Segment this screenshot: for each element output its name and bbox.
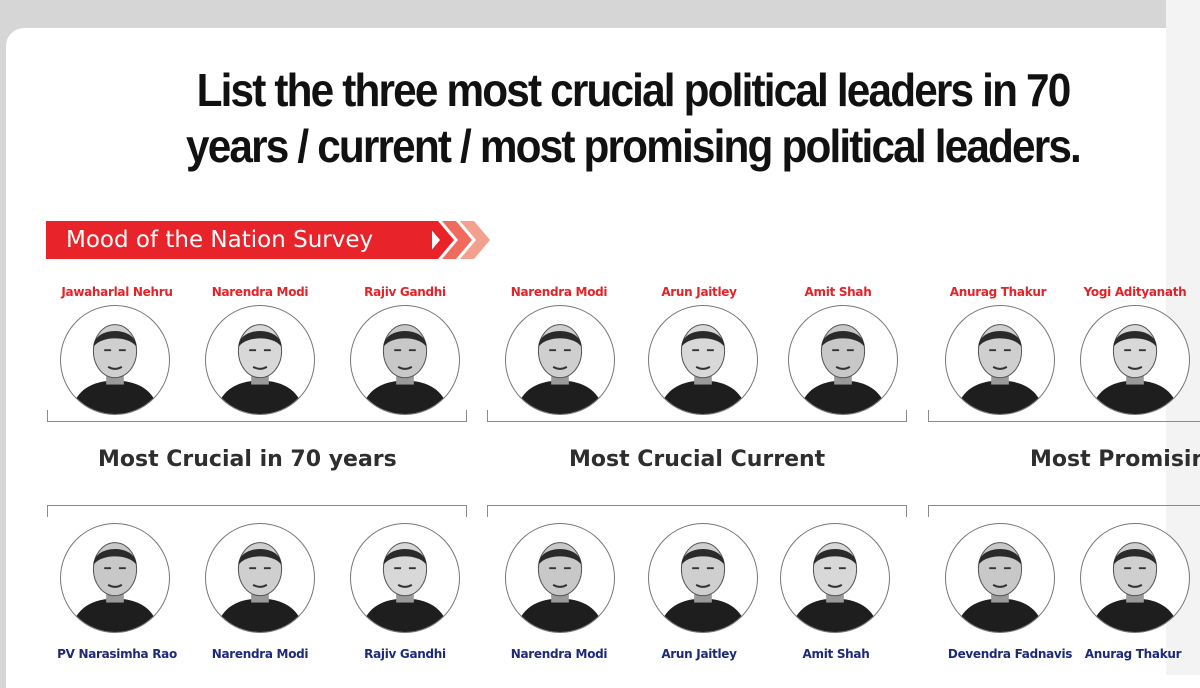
top-name-6: Amit Shah [804, 285, 872, 299]
portrait-top-4 [505, 305, 615, 415]
person-silhouette-icon [215, 324, 305, 414]
survey-banner: Mood of the Nation Survey [46, 221, 432, 259]
person-silhouette-icon [658, 324, 748, 414]
portrait-bottom-3 [350, 523, 460, 633]
person-silhouette-icon [215, 542, 305, 632]
category-label-2: Most Crucial Current [569, 447, 826, 472]
headline: List the three most crucial political le… [150, 62, 1116, 174]
group-bracket-bottom-3 [928, 505, 1200, 517]
top-name-3: Rajiv Gandhi [364, 285, 446, 299]
bottom-name-8: Anurag Thakur [1084, 647, 1182, 661]
group-bracket-top-2 [487, 410, 907, 422]
portrait-top-2 [205, 305, 315, 415]
person-silhouette-icon [70, 542, 160, 632]
group-bracket-top-3 [928, 410, 1200, 422]
person-silhouette-icon [798, 324, 888, 414]
top-name-4: Narendra Modi [510, 285, 608, 299]
group-bracket-top-1 [47, 410, 467, 422]
portrait-top-5 [648, 305, 758, 415]
person-silhouette-icon [1090, 542, 1180, 632]
bottom-name-1: PV Narasimha Rao [57, 647, 177, 661]
top-name-2: Narendra Modi [211, 285, 309, 299]
bottom-name-7: Devendra Fadnavis [947, 647, 1073, 661]
person-silhouette-icon [360, 542, 450, 632]
portrait-bottom-8 [1080, 523, 1190, 633]
portrait-bottom-2 [205, 523, 315, 633]
top-name-1: Jawaharlal Nehru [61, 285, 173, 299]
portrait-bottom-4 [505, 523, 615, 633]
person-silhouette-icon [1090, 324, 1180, 414]
person-silhouette-icon [515, 324, 605, 414]
portrait-bottom-5 [648, 523, 758, 633]
person-silhouette-icon [515, 542, 605, 632]
portrait-top-7 [945, 305, 1055, 415]
category-label-1: Most Crucial in 70 years [98, 447, 397, 472]
chevron-arrows-icon [424, 221, 490, 259]
group-bracket-bottom-2 [487, 505, 907, 517]
group-bracket-bottom-1 [47, 505, 467, 517]
person-silhouette-icon [955, 542, 1045, 632]
portrait-bottom-6 [780, 523, 890, 633]
portrait-bottom-7 [945, 523, 1055, 633]
person-silhouette-icon [658, 542, 748, 632]
person-silhouette-icon [70, 324, 160, 414]
portrait-top-8 [1080, 305, 1190, 415]
top-name-7: Anurag Thakur [949, 285, 1047, 299]
top-name-5: Arun Jaitley [661, 285, 737, 299]
headline-line-2: years / current / most promising politic… [186, 120, 1082, 172]
portrait-bottom-1 [60, 523, 170, 633]
person-silhouette-icon [360, 324, 450, 414]
person-silhouette-icon [790, 542, 880, 632]
headline-line-1: List the three most crucial political le… [196, 64, 1072, 116]
top-name-8: Yogi Adityanath [1083, 285, 1187, 299]
bottom-name-4: Narendra Modi [510, 647, 608, 661]
portrait-top-3 [350, 305, 460, 415]
person-silhouette-icon [955, 324, 1045, 414]
bottom-name-5: Arun Jaitley [661, 647, 737, 661]
bottom-name-2: Narendra Modi [211, 647, 309, 661]
bottom-name-3: Rajiv Gandhi [364, 647, 446, 661]
portrait-top-6 [788, 305, 898, 415]
category-label-3: Most Promisin [1030, 447, 1200, 472]
portrait-top-1 [60, 305, 170, 415]
bottom-name-6: Amit Shah [802, 647, 870, 661]
